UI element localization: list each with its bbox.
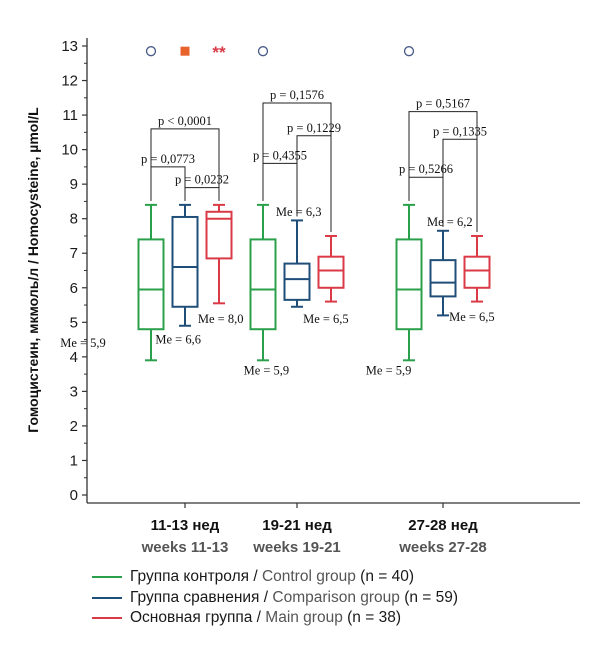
median-value-label: Me = 6,3 — [276, 205, 322, 219]
y-tick-label: 12 — [61, 73, 78, 90]
y-tick-label: 6 — [70, 280, 78, 297]
category-label-en: weeks 27-28 — [398, 539, 487, 556]
p-value-bracket — [184, 187, 220, 201]
category-label-ru: 27-28 нед — [408, 517, 478, 534]
box-iqr — [171, 215, 199, 308]
legend-label-ru: Группа сравнения — [130, 588, 260, 606]
p-value-label: p = 0,0232 — [175, 173, 229, 187]
y-axis-label: Гомоцистеин, мкмоль/л / Homocysteine, µm… — [25, 107, 41, 433]
box-iqr — [283, 262, 311, 301]
median-value-label: Me = 5,9 — [244, 364, 290, 378]
p-value-label: p = 0,0773 — [141, 152, 195, 166]
box-iqr — [395, 238, 423, 331]
y-tick-label: 13 — [61, 38, 78, 55]
p-value-bracket — [150, 166, 186, 201]
p-value-label: p = 0,4355 — [253, 148, 307, 162]
outlier-circle — [403, 46, 415, 57]
box-iqr — [463, 255, 491, 289]
category-label-ru: 19-21 нед — [262, 517, 332, 534]
median-value-label: Me = 6,2 — [427, 215, 473, 229]
box-iqr — [317, 255, 345, 289]
legend-item-comparison: Группа сравнения / Comparison group (n =… — [92, 588, 458, 609]
legend-label-ru: Основная группа — [130, 609, 253, 627]
box-plot-control — [137, 203, 165, 362]
median-value-label: Me = 6,5 — [303, 312, 349, 326]
legend-count: (n = 38) — [347, 609, 401, 627]
p-value-label: p = 0,1576 — [270, 88, 324, 102]
comparison-brackets: p < 0,0001 p = 0,0773 p = 0,0232 p = 0,1576… — [141, 88, 487, 232]
p-value-label: p < 0,0001 — [158, 114, 212, 128]
median-value-label: Me = 6,5 — [449, 310, 495, 324]
y-tick-label: 7 — [70, 245, 78, 262]
legend-swatch-main — [92, 617, 122, 620]
outlier-square — [180, 46, 190, 56]
y-tick-label: 3 — [70, 383, 78, 400]
legend-swatch-comparison — [92, 596, 122, 599]
y-tick-label: 4 — [70, 349, 78, 366]
category-label-en: weeks 19-21 — [252, 539, 341, 556]
p-value-label: p = 0,1229 — [287, 121, 341, 135]
p-value-bracket — [150, 128, 220, 201]
outlier-circle — [257, 46, 269, 57]
y-tick-label: 0 — [70, 487, 78, 504]
y-tick-label: 2 — [70, 418, 78, 435]
p-value-label: p = 0,1335 — [433, 124, 487, 138]
box-plot-main — [205, 203, 233, 305]
y-tick-label: 5 — [70, 314, 78, 331]
box-iqr — [429, 259, 457, 298]
box-plots — [137, 203, 491, 362]
legend: Группа контроля / Control group (n = 40)… — [92, 567, 458, 629]
legend-item-main: Основная группа / Main group (n = 38) — [92, 608, 458, 629]
median-value-label: Me = 6,6 — [155, 333, 201, 347]
legend-count: (n = 59) — [404, 588, 459, 606]
median-value-label: Me = 5,9 — [366, 364, 412, 378]
significance-marker: ** — [212, 43, 226, 62]
y-tick-label: 8 — [70, 211, 78, 228]
y-tick-label: 9 — [70, 176, 78, 193]
legend-label-ru: Группа контроля — [130, 568, 250, 586]
p-value-bracket — [408, 176, 444, 227]
p-value-label: p = 0,5266 — [399, 162, 453, 176]
median-value-label: Me = 8,0 — [198, 312, 244, 326]
box-plot-control — [249, 203, 277, 362]
category-label-en: weeks 11-13 — [141, 539, 229, 556]
legend-item-control: Группа контроля / Control group (n = 40) — [92, 567, 458, 588]
box-plot-main — [317, 234, 345, 303]
outlier-markers: ** — [145, 43, 415, 62]
p-value-label: p = 0,5167 — [416, 97, 470, 111]
box-plot-comparison — [283, 219, 311, 308]
box-plot-main — [463, 234, 491, 303]
box-plot-control — [395, 203, 423, 362]
median-value-label: Me = 5,9 — [60, 336, 106, 350]
x-category-labels: 11-13 нед weeks 11-13 19-21 нед weeks 19-21… — [141, 517, 487, 556]
legend-count: (n = 40) — [360, 568, 415, 586]
box-iqr — [137, 238, 165, 331]
median-labels: Me = 5,9 Me = 6,6 Me = 8,0 Me = 5,9 Me = 6,3… — [60, 205, 494, 378]
y-tick-label: 1 — [70, 452, 78, 469]
legend-label-en: Main group — [265, 609, 343, 627]
y-tick-label: 11 — [62, 107, 78, 124]
p-value-bracket — [262, 162, 298, 217]
box-iqr — [249, 238, 277, 331]
legend-label-en: Control group — [261, 568, 356, 586]
legend-swatch-control — [92, 576, 122, 579]
category-label-ru: 11-13 нед — [151, 517, 220, 534]
box-plot-comparison — [429, 229, 457, 317]
y-tick-label: 10 — [61, 142, 78, 159]
legend-label-en: Comparison group — [272, 588, 400, 606]
outlier-circle — [145, 46, 157, 57]
box-plot-comparison — [171, 203, 199, 327]
